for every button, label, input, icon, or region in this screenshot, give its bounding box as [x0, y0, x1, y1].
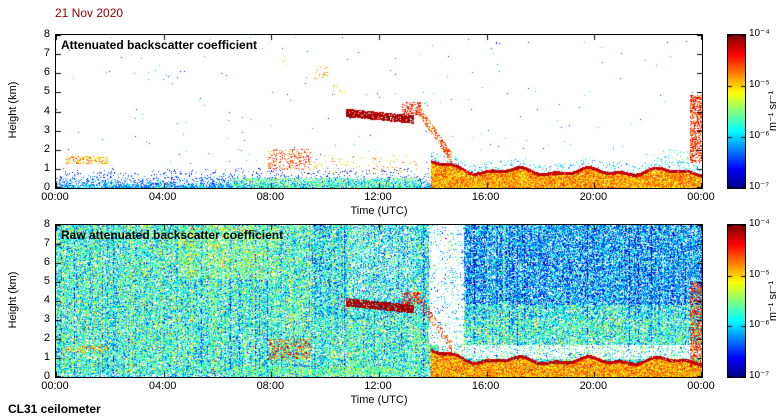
- panel-title-raw: Raw attenuated backscatter coefficient: [61, 228, 284, 242]
- colorbar-tick-label: 10⁻⁶: [749, 319, 770, 331]
- x-tick-label: 00:00: [687, 191, 715, 203]
- x-tick-label: 00:00: [41, 380, 69, 392]
- colorbar-tick-label: 10⁻⁵: [749, 79, 770, 90]
- y-tick-label: 3: [43, 123, 50, 136]
- x-tick-label: 12:00: [364, 380, 392, 392]
- y-tick-label: 8: [43, 28, 50, 40]
- x-tick-label: 12:00: [364, 191, 392, 203]
- colorbar-tick-label: 10⁻⁴: [749, 28, 770, 39]
- x-tick-label: 00:00: [41, 191, 69, 203]
- panel-title-attenuated: Attenuated backscatter coefficient: [61, 38, 258, 52]
- colorbar-top: [727, 34, 746, 189]
- x-axis-label-bottom: Time (UTC): [350, 394, 408, 406]
- x-tick-label: 20:00: [579, 191, 608, 203]
- colorbar-tick-label: 10⁻⁷: [749, 370, 770, 381]
- y-tick-label: 4: [43, 294, 50, 306]
- instrument-label: CL31 ceilometer: [8, 402, 101, 416]
- colorbar-tick-label: 10⁻⁴: [749, 218, 770, 229]
- x-tick-label: 08:00: [256, 191, 285, 203]
- y-tick-label: 6: [43, 256, 50, 268]
- date-label: 21 Nov 2020: [55, 6, 124, 20]
- x-tick-label: 08:00: [256, 380, 285, 392]
- raw-attenuated-backscatter-heatmap: [55, 224, 703, 378]
- y-tick-label: 7: [43, 47, 50, 60]
- y-tick-label: 1: [43, 351, 50, 363]
- colorbar-unit-label-bottom: m⁻¹ sr⁻¹: [767, 280, 779, 322]
- x-tick-label: 20:00: [579, 380, 608, 392]
- colorbar-unit-label-top: m⁻¹ sr⁻¹: [767, 90, 779, 132]
- y-tick-label: 0: [43, 370, 50, 382]
- y-tick-label: 2: [43, 142, 50, 155]
- y-tick-label: 5: [43, 275, 50, 287]
- colorbar-tick-label: 10⁻⁵: [749, 268, 770, 280]
- colorbar-tick-label: 10⁻⁶: [749, 130, 770, 141]
- y-tick-label: 8: [43, 218, 50, 230]
- x-axis-label-top: Time (UTC): [350, 205, 408, 217]
- x-tick-label: 04:00: [148, 191, 177, 203]
- attenuated-backscatter-heatmap: [55, 34, 703, 189]
- y-tick-label: 2: [43, 332, 50, 344]
- colorbar-bottom: [727, 224, 746, 378]
- colorbar-tick-label: 10⁻⁷: [749, 181, 770, 192]
- y-tick-label: 0: [43, 181, 50, 193]
- x-tick-label: 04:00: [148, 380, 177, 392]
- y-tick-label: 1: [43, 161, 50, 174]
- y-tick-label: 5: [43, 85, 50, 98]
- y-tick-label: 3: [43, 313, 50, 325]
- x-tick-label: 00:00: [687, 380, 715, 392]
- y-tick-label: 6: [43, 66, 50, 79]
- y-tick-label: 4: [43, 104, 50, 117]
- y-tick-label: 7: [43, 237, 50, 249]
- x-tick-label: 16:00: [471, 191, 500, 203]
- x-tick-label: 16:00: [471, 380, 500, 392]
